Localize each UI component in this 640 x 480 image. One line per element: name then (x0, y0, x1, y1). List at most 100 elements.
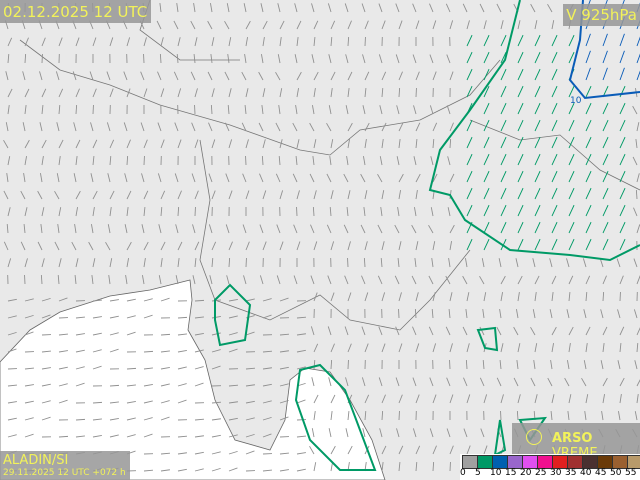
wind-barb (125, 275, 128, 285)
wind-barb (210, 104, 213, 115)
legend-tick: 45 (595, 468, 607, 478)
wind-barb (157, 173, 162, 183)
wind-barb (41, 314, 51, 319)
wind-barb (295, 156, 298, 166)
wind-barb (73, 122, 77, 132)
wind-barb (41, 297, 51, 302)
wind-barb (602, 204, 609, 217)
wind-barb (617, 411, 621, 421)
wind-barb (415, 20, 420, 30)
wind-barb (498, 258, 502, 268)
wind-barb (228, 190, 233, 200)
wind-barb (362, 428, 366, 438)
contour-label: 10 (570, 96, 582, 106)
wind-barb (159, 3, 162, 13)
wind-barb (466, 136, 473, 149)
wind-barb (381, 71, 387, 81)
wind-barb (41, 367, 51, 370)
wind-barb (92, 207, 95, 217)
wind-barb (414, 308, 417, 319)
wind-barb (445, 275, 451, 285)
wind-barb (602, 326, 608, 336)
wind-barb (500, 153, 507, 166)
wind-barb (466, 153, 473, 166)
wind-barb (177, 190, 182, 200)
wind-barb (330, 190, 334, 200)
wind-barb (89, 71, 94, 81)
wind-barb (432, 173, 438, 183)
wind-barb (568, 51, 575, 64)
wind-barb (296, 399, 306, 404)
wind-barb (445, 3, 451, 13)
wind-barb (143, 367, 153, 370)
wind-barb (24, 37, 29, 47)
wind-barb (207, 71, 213, 81)
wind-barb (7, 258, 12, 268)
wind-barb (106, 122, 111, 132)
wind-barb (56, 122, 60, 132)
wind-barb (279, 37, 282, 47)
wind-barb (345, 377, 349, 387)
wind-barb (466, 85, 473, 98)
wind-barb (228, 315, 238, 319)
wind-barb (568, 394, 572, 404)
wind-barb (381, 139, 384, 149)
legend-tick: 30 (550, 468, 562, 478)
wind-barb (313, 462, 317, 472)
wind-barb (7, 315, 17, 319)
wind-barb (126, 384, 136, 387)
wind-barb (483, 102, 490, 115)
wind-barb (432, 122, 438, 132)
wind-barb (412, 54, 417, 64)
wind-barb (194, 316, 204, 319)
wind-barb (449, 122, 454, 132)
wind-barb (347, 20, 352, 30)
wind-barb (58, 139, 64, 149)
wind-barb (395, 54, 400, 64)
wind-barb (432, 343, 437, 353)
wind-barb (75, 333, 85, 336)
wind-barb (381, 87, 384, 98)
valid-time-label: 02.12.2025 12 UTC (0, 0, 152, 23)
wind-barb (483, 85, 490, 98)
wind-barb (194, 366, 204, 370)
wind-barb (500, 394, 504, 404)
wind-barb (496, 3, 502, 13)
wind-barb (449, 292, 453, 302)
wind-barb (517, 238, 524, 251)
wind-barb (160, 190, 166, 200)
wind-barb (126, 88, 131, 98)
wind-barb (517, 85, 524, 98)
wind-barb (109, 384, 120, 387)
wind-barb (601, 411, 604, 421)
wind-barb (160, 366, 170, 370)
wind-barb (500, 136, 507, 149)
wind-barb (464, 258, 468, 268)
wind-barb (109, 190, 115, 200)
wind-barb (126, 331, 136, 336)
wind-barb (364, 410, 367, 421)
wind-barb (88, 241, 94, 251)
wind-barb (634, 360, 638, 370)
wind-barb (24, 105, 27, 115)
wind-barb (364, 241, 368, 251)
wind-barb (109, 299, 119, 302)
wind-barb (635, 189, 638, 200)
wind-barb (534, 204, 541, 217)
wind-barb (398, 139, 401, 149)
wind-barb (330, 139, 334, 149)
wind-barb (379, 105, 383, 115)
wind-barb (194, 88, 198, 98)
legend-swatch (567, 455, 583, 469)
wind-barb (432, 394, 437, 404)
wind-barb (211, 139, 216, 149)
legend-tick: 50 (610, 468, 622, 478)
wind-barb (109, 139, 115, 149)
wind-barb (330, 88, 333, 98)
legend-swatch (507, 455, 523, 469)
wind-barb (57, 274, 60, 285)
wind-barb (446, 54, 451, 64)
wind-barb (296, 37, 299, 47)
wind-barb (398, 173, 404, 183)
wind-barb (602, 153, 609, 166)
